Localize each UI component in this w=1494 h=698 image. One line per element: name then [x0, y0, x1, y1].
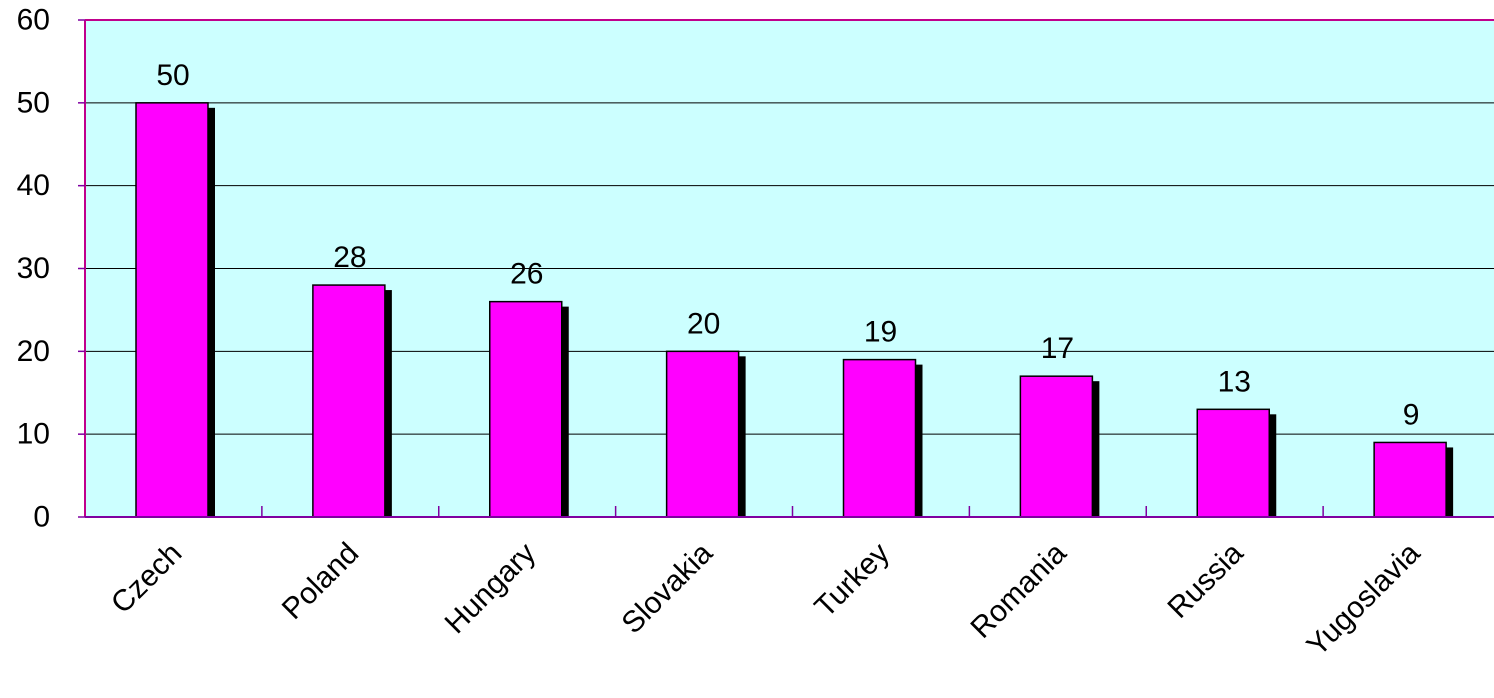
x-category-label: Russia: [1161, 536, 1249, 624]
data-label: 9: [1403, 398, 1420, 431]
x-category-label: Hungary: [439, 537, 543, 641]
data-label: 50: [156, 59, 189, 92]
bar-yugoslavia: [1373, 441, 1447, 518]
data-label: 26: [510, 258, 543, 291]
bar-turkey: [842, 358, 917, 518]
y-tick-label: 30: [17, 252, 50, 285]
y-tick-label: 10: [17, 418, 50, 451]
y-tick-label: 20: [17, 335, 50, 368]
y-tick-label: 60: [17, 4, 50, 37]
bar-russia: [1196, 408, 1270, 518]
bar-czech: [135, 102, 209, 518]
y-tick-label: 50: [17, 86, 50, 119]
bar-poland: [312, 284, 386, 518]
data-label: 20: [687, 307, 720, 340]
data-label: 28: [333, 241, 366, 274]
x-category-label: Slovakia: [615, 536, 719, 640]
bar-romania: [1019, 375, 1094, 518]
data-label: 17: [1041, 332, 1074, 365]
y-tick-label: 40: [17, 169, 50, 202]
x-category-label: Poland: [276, 537, 365, 626]
bar-hungary: [489, 300, 563, 518]
y-tick-label: 0: [33, 501, 50, 534]
x-category-label: Turkey: [809, 537, 896, 624]
x-category-label: Czech: [105, 537, 188, 620]
bar-slovakia: [665, 350, 740, 518]
x-category-label: Yugoslavia: [1301, 536, 1427, 662]
x-category-label: Romania: [965, 536, 1073, 644]
data-label: 13: [1218, 365, 1251, 398]
data-label: 19: [864, 316, 897, 349]
